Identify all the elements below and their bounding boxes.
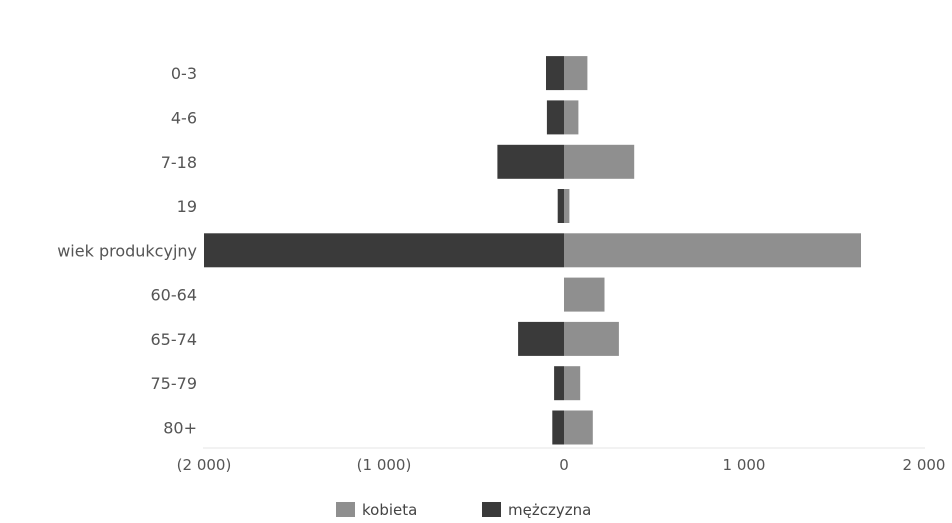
bar-mezczyzna-2 <box>497 144 564 179</box>
category-label-7: 75-79 <box>151 374 198 393</box>
category-label-8: 80+ <box>163 419 197 438</box>
legend: kobieta mężczyzna <box>336 501 591 519</box>
bar-mezczyzna-4 <box>204 233 564 268</box>
bar-kobieta-2 <box>564 144 635 179</box>
x-tick-label-0: (2 000) <box>177 456 232 474</box>
bar-mezczyzna-8 <box>552 410 564 445</box>
legend-label-mezczyzna: mężczyzna <box>508 501 591 519</box>
legend-label-kobieta: kobieta <box>362 501 417 519</box>
bar-kobieta-6 <box>564 321 619 356</box>
bar-mezczyzna-6 <box>518 321 564 356</box>
x-tick-label-2: 0 <box>559 456 569 474</box>
category-label-5: 60-64 <box>151 286 198 305</box>
bar-mezczyzna-7 <box>554 366 564 401</box>
bar-kobieta-0 <box>564 56 588 91</box>
legend-swatch-kobieta <box>336 502 355 517</box>
bar-kobieta-1 <box>564 100 579 135</box>
bar-mezczyzna-1 <box>546 100 564 135</box>
legend-swatch-mezczyzna <box>482 502 501 517</box>
category-label-1: 4-6 <box>171 108 197 127</box>
bar-mezczyzna-0 <box>546 56 564 91</box>
x-tick-label-1: (1 000) <box>357 456 412 474</box>
category-label-0: 0-3 <box>171 64 197 83</box>
category-label-2: 7-18 <box>161 153 197 172</box>
bar-mezczyzna-3 <box>557 189 564 223</box>
bar-kobieta-7 <box>564 366 581 401</box>
bar-kobieta-5 <box>564 277 605 312</box>
x-tick-label-4: 2 000 <box>903 456 946 474</box>
x-axis-tick-labels: (2 000) (1 000) 0 1 000 2 000 <box>177 456 946 474</box>
bar-series-group <box>204 56 861 445</box>
bar-kobieta-8 <box>564 410 593 445</box>
x-tick-label-3: 1 000 <box>723 456 766 474</box>
bar-kobieta-4 <box>564 233 861 268</box>
category-axis-labels: 0-3 4-6 7-18 19 wiek produkcyjny 60-64 65-74 75… <box>57 64 197 437</box>
category-label-4: wiek produkcyjny <box>57 241 197 260</box>
category-label-3: 19 <box>177 197 197 216</box>
bar-kobieta-3 <box>564 189 570 223</box>
category-label-6: 65-74 <box>151 330 198 349</box>
